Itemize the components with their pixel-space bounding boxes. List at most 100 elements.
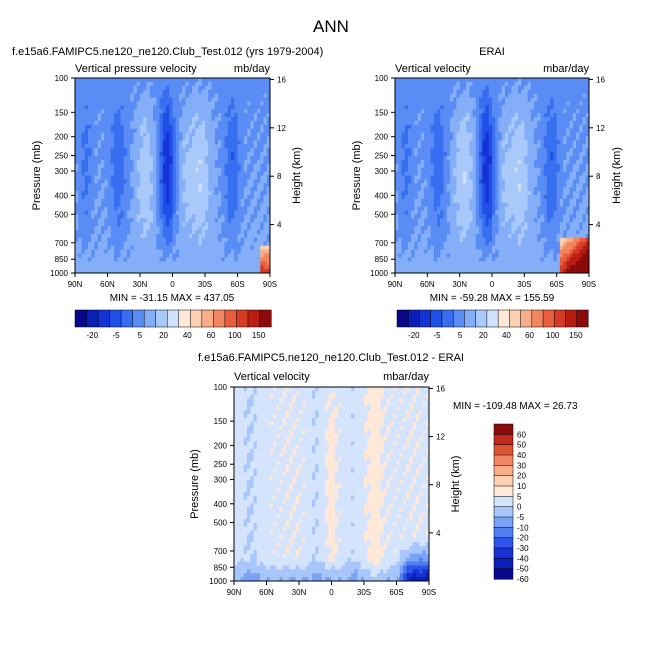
contour-cell bbox=[411, 144, 415, 149]
contour-cell bbox=[479, 113, 483, 118]
contour-cell bbox=[459, 136, 464, 141]
contour-cell bbox=[224, 113, 229, 118]
contour-cell bbox=[104, 136, 108, 141]
contour-cell bbox=[244, 113, 248, 118]
contour-cell bbox=[231, 128, 235, 133]
contour-cell bbox=[407, 78, 412, 83]
contour-cell bbox=[198, 117, 203, 122]
contour-cell bbox=[479, 97, 483, 102]
contour-cell bbox=[201, 226, 206, 231]
contour-cell bbox=[247, 101, 251, 106]
contour-cell bbox=[511, 132, 516, 137]
contour-cell bbox=[563, 78, 567, 83]
contour-cell bbox=[579, 167, 583, 172]
contour-cell bbox=[120, 132, 125, 137]
contour-cell bbox=[81, 265, 86, 270]
contour-cell bbox=[456, 109, 461, 114]
contour-cell bbox=[527, 152, 532, 157]
contour-cell bbox=[556, 105, 561, 110]
contour-cell bbox=[110, 113, 115, 118]
contour-cell bbox=[250, 226, 255, 231]
contour-cell bbox=[130, 179, 134, 184]
contour-cell bbox=[407, 128, 412, 133]
contour-cell bbox=[91, 183, 95, 188]
contour-cell bbox=[143, 120, 147, 126]
contour-cell bbox=[117, 230, 121, 235]
y2-tick-label: 12 bbox=[277, 124, 286, 133]
contour-cell bbox=[479, 124, 483, 130]
contour-cell bbox=[488, 140, 493, 145]
contour-cell bbox=[446, 183, 451, 188]
y2-tick-label: 4 bbox=[277, 221, 282, 230]
contour-cell bbox=[546, 198, 551, 204]
contour-cell bbox=[133, 261, 138, 266]
contour-cell bbox=[514, 171, 519, 176]
contour-cell bbox=[398, 81, 402, 87]
contour-cell bbox=[247, 93, 251, 98]
contour-cell bbox=[401, 78, 406, 83]
contour-cell bbox=[433, 124, 438, 130]
contour-cell bbox=[462, 109, 467, 114]
contour-cell bbox=[572, 136, 577, 141]
contour-cell bbox=[78, 202, 82, 208]
contour-cell bbox=[407, 117, 412, 122]
contour-cell bbox=[114, 124, 118, 130]
contour-cell bbox=[107, 144, 112, 149]
contour-cell bbox=[263, 159, 268, 165]
contour-cell bbox=[117, 113, 121, 118]
contour-cell bbox=[234, 101, 238, 106]
contour-cell bbox=[143, 85, 147, 91]
contour-cell bbox=[411, 97, 415, 102]
contour-cell bbox=[84, 140, 89, 145]
contour-cell bbox=[175, 187, 180, 192]
contour-cell bbox=[530, 93, 535, 98]
contour-cell bbox=[221, 132, 225, 137]
contour-cell bbox=[488, 195, 493, 200]
contour-cell bbox=[430, 124, 435, 130]
contour-cell bbox=[407, 144, 412, 149]
contour-cell bbox=[553, 81, 558, 87]
contour-cell bbox=[244, 179, 248, 184]
contour-cell bbox=[404, 140, 409, 145]
contour-cell bbox=[182, 117, 186, 122]
contour-cell bbox=[218, 109, 222, 114]
contour-cell bbox=[75, 241, 79, 247]
contour-cell bbox=[556, 191, 561, 196]
contour-cell bbox=[205, 234, 209, 239]
contour-cell bbox=[84, 136, 89, 141]
contour-cell bbox=[169, 214, 173, 219]
contour-cell bbox=[107, 202, 112, 208]
contour-cell bbox=[110, 163, 115, 169]
contour-cell bbox=[143, 206, 147, 211]
contour-cell bbox=[443, 198, 448, 204]
contour-cell bbox=[437, 140, 441, 145]
contour-cell bbox=[192, 97, 196, 102]
contour-cell bbox=[511, 144, 516, 149]
contour-cell bbox=[537, 128, 541, 133]
contour-cell bbox=[414, 167, 419, 172]
contour-cell bbox=[130, 230, 134, 235]
contour-cell bbox=[166, 113, 170, 118]
contour-cell bbox=[195, 128, 199, 133]
contour-cell bbox=[492, 117, 496, 122]
contour-cell bbox=[97, 261, 102, 266]
contour-cell bbox=[456, 105, 461, 110]
contour-cell bbox=[266, 195, 271, 200]
contour-cell bbox=[153, 265, 157, 270]
contour-cell bbox=[78, 195, 82, 200]
contour-cell bbox=[172, 183, 177, 188]
contour-cell bbox=[153, 245, 157, 250]
contour-cell bbox=[244, 120, 248, 126]
contour-cell bbox=[143, 249, 147, 254]
contour-cell bbox=[244, 156, 248, 161]
contour-cell bbox=[172, 187, 177, 192]
contour-cell bbox=[240, 81, 245, 87]
contour-cell bbox=[214, 136, 219, 141]
contour-cell bbox=[517, 132, 522, 137]
contour-cell bbox=[240, 265, 245, 270]
contour-cell bbox=[585, 175, 590, 180]
contour-cell bbox=[420, 183, 425, 188]
contour-cell bbox=[495, 132, 499, 137]
contour-cell bbox=[411, 93, 415, 98]
contour-cell bbox=[208, 85, 212, 91]
